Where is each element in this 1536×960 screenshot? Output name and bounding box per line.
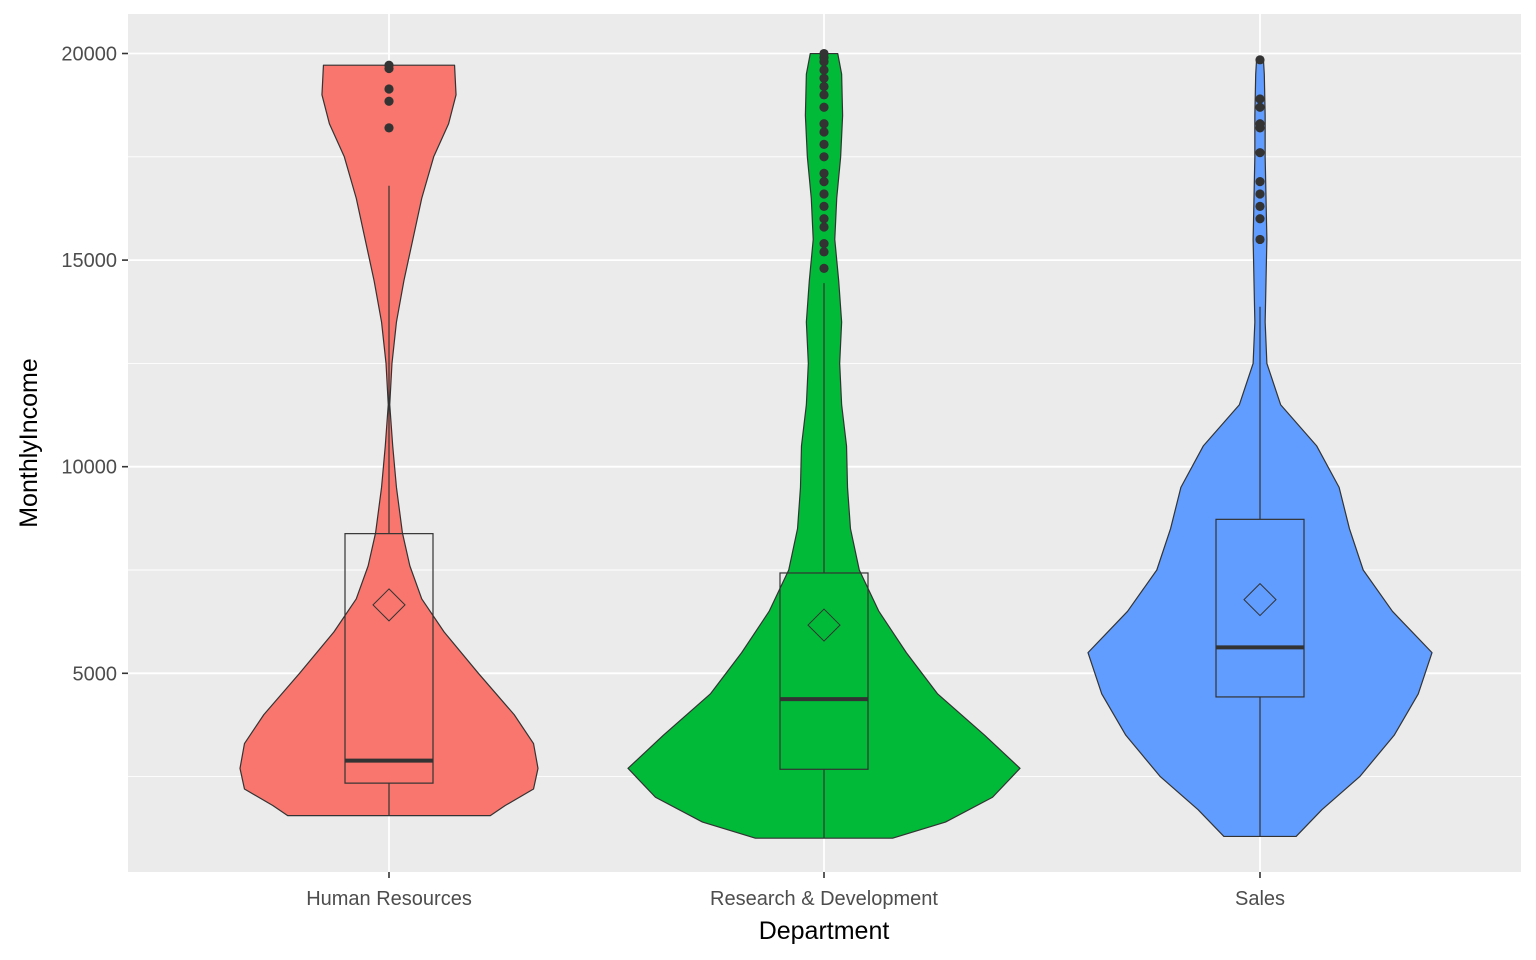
- outlier-point: [384, 123, 394, 133]
- mean-marker: [1243, 582, 1277, 617]
- outlier-point: [1255, 201, 1265, 211]
- outlier-point: [819, 65, 829, 75]
- outlier-point: [819, 81, 829, 92]
- box: [344, 533, 434, 784]
- outlier-point: [384, 60, 394, 70]
- y-axis: 5000 10000 15000 20000: [61, 44, 128, 685]
- outlier-point: [384, 84, 394, 94]
- outlier-point: [819, 152, 829, 162]
- outlier-point: [819, 238, 829, 249]
- outlier-point: [819, 189, 829, 199]
- outlier-point: [1255, 234, 1265, 245]
- outlier-point: [819, 127, 829, 137]
- outlier-point: [1255, 55, 1265, 65]
- mean-marker: [807, 608, 841, 642]
- x-tick-label: Research & Development: [710, 888, 938, 910]
- y-tick-label: 20000: [61, 44, 117, 66]
- outlier-point: [819, 247, 829, 257]
- outlier-point: [819, 102, 829, 112]
- x-tick-label: Human Resources: [306, 888, 472, 910]
- outlier-point: [1255, 94, 1265, 104]
- outlier-point: [819, 73, 829, 83]
- outlier-point: [384, 96, 394, 106]
- outlier-point: [819, 214, 829, 224]
- y-axis-title: MonthlyIncome: [15, 358, 43, 528]
- outlier-point: [819, 139, 829, 150]
- y-tick-label: 10000: [61, 457, 117, 479]
- outlier-point: [1255, 119, 1265, 129]
- box: [779, 572, 869, 770]
- outlier-point: [1255, 176, 1265, 187]
- outlier-point: [819, 222, 829, 232]
- outlier-point: [819, 119, 829, 129]
- outlier-point: [819, 263, 829, 273]
- boxplots: [344, 48, 1305, 839]
- x-axis: Human Resources Research & Development Sal…: [306, 872, 1285, 910]
- outlier-point: [819, 48, 829, 59]
- mean-marker: [372, 588, 406, 622]
- outlier-point: [1255, 189, 1265, 199]
- y-tick-label: 15000: [61, 250, 117, 272]
- outlier-point: [819, 90, 829, 100]
- outlier-point: [819, 201, 829, 211]
- outlier-point: [1255, 148, 1265, 158]
- outlier-point: [1255, 214, 1265, 224]
- outlier-point: [819, 176, 829, 187]
- box: [1215, 518, 1305, 698]
- x-axis-title: Department: [759, 917, 890, 945]
- outlier-point: [1255, 102, 1265, 112]
- outlier-point: [819, 168, 829, 178]
- x-tick-label: Sales: [1235, 888, 1285, 910]
- y-tick-label: 5000: [73, 663, 118, 685]
